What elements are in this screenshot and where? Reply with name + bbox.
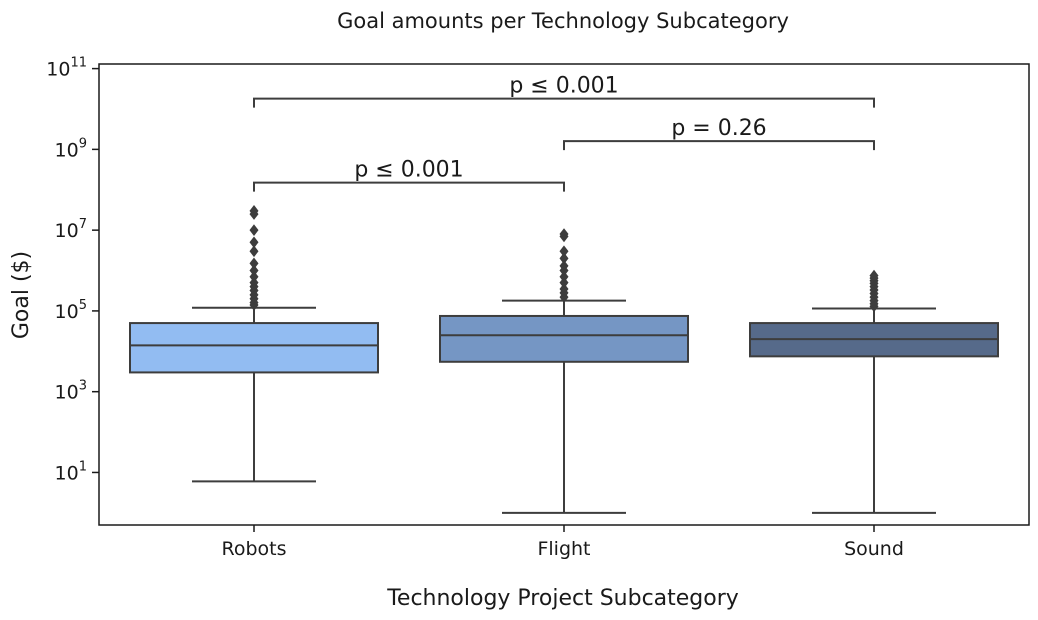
- significance-label-0: p ≤ 0.001: [354, 158, 463, 183]
- plot-frame: [98, 63, 1030, 526]
- x-tick-label-flight: Flight: [537, 538, 590, 560]
- y-tick-label-0: 101: [55, 459, 87, 484]
- flight-outlier-10: [559, 228, 569, 240]
- x-tick-label-robots: Robots: [221, 538, 286, 560]
- robots-outlier-9: [249, 257, 259, 270]
- plot-area: 101 103 105 107 109 1011 Robots Flight Sound p ≤ …: [46, 56, 999, 560]
- flight-outlier-7: [559, 252, 569, 265]
- y-tick-label-2: 105: [55, 298, 87, 323]
- significance-bracket-2: [253, 97, 875, 108]
- robots-outlier-11: [249, 236, 259, 249]
- y-axis-title: Goal ($): [9, 251, 34, 339]
- flight-outlier-2: [559, 283, 569, 295]
- robots-outlier-14: [249, 205, 259, 217]
- significance-bracket-0: [253, 181, 565, 192]
- significance-label-2: p ≤ 0.001: [509, 74, 618, 99]
- y-tick-label-5: 1011: [46, 56, 87, 81]
- robots-outlier-6: [249, 276, 259, 289]
- y-tick-label-1: 103: [55, 379, 87, 404]
- y-tick-label-4: 109: [55, 136, 87, 161]
- robots-outlier-7: [249, 270, 259, 283]
- flight-outlier-6: [559, 260, 569, 272]
- y-tick-label-3: 107: [55, 217, 87, 242]
- x-axis-title: Technology Project Subcategory: [386, 586, 739, 611]
- significance-bracket-1: [563, 140, 875, 151]
- significance-label-1: p = 0.26: [671, 116, 766, 141]
- flight-outlier-4: [559, 270, 569, 283]
- robots-outlier-10: [249, 245, 259, 258]
- flight-box: [439, 314, 689, 363]
- robots-box: [129, 322, 379, 374]
- robots-outlier-12: [249, 224, 259, 237]
- sound-outlier-10: [869, 269, 879, 282]
- x-tick-label-sound: Sound: [844, 538, 904, 560]
- robots-outlier-8: [249, 264, 259, 277]
- chart-title: Goal amounts per Technology Subcategory: [337, 9, 789, 33]
- flight-outlier-8: [559, 245, 569, 258]
- flight-outlier-3: [559, 276, 569, 289]
